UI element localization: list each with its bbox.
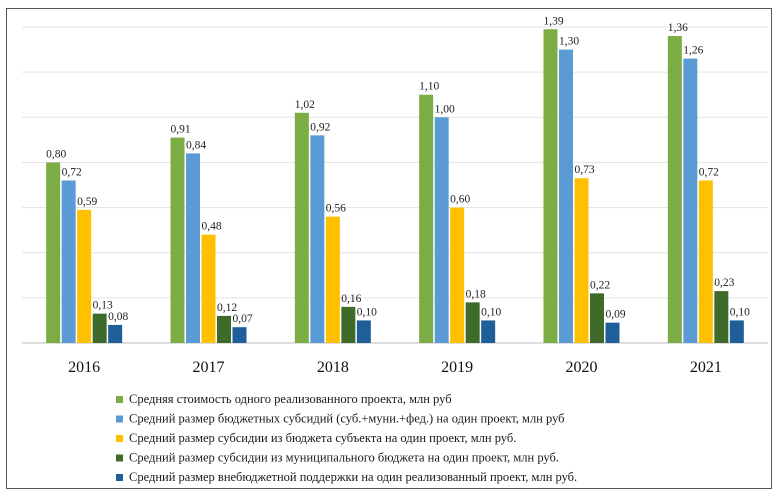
bar-2021-s2: [683, 58, 698, 343]
x-tick-label-2016: 2016: [68, 359, 100, 376]
x-tick-label-2017: 2017: [193, 359, 225, 376]
bar-2021-s5: [729, 320, 744, 343]
data-label-2018-s4: 0,16: [341, 293, 361, 305]
data-label-2020-s3: 0,73: [574, 164, 594, 176]
bar-2016-s4: [92, 313, 107, 343]
data-label-2016-s4: 0,13: [93, 300, 113, 312]
data-label-2018-s1: 1,02: [295, 99, 315, 111]
legend-label-s1: Средняя стоимость одного реализованного …: [129, 392, 452, 406]
bar-2020-s5: [605, 322, 620, 343]
bar-2018-s4: [341, 306, 356, 343]
data-label-2020-s4: 0,22: [590, 279, 610, 291]
bar-2019-s4: [465, 302, 480, 343]
data-label-2020-s1: 1,39: [543, 15, 563, 27]
data-label-2020-s5: 0,09: [605, 309, 625, 321]
bar-2019-s2: [434, 117, 449, 344]
data-label-2021-s2: 1,26: [683, 45, 703, 57]
legend-label-s4: Средний размер субсидии из муниципальног…: [129, 451, 559, 465]
data-label-2018-s2: 0,92: [310, 121, 330, 133]
data-label-2019-s5: 0,10: [481, 306, 501, 318]
data-label-2016-s3: 0,59: [77, 196, 97, 208]
bar-2017-s1: [170, 137, 185, 343]
legend-swatch-s3: [116, 435, 123, 442]
bar-2018-s5: [356, 320, 371, 343]
data-label-2017-s3: 0,48: [201, 221, 221, 233]
bar-2016-s1: [46, 162, 61, 343]
bar-2021-s1: [667, 36, 682, 344]
data-label-2021-s1: 1,36: [668, 22, 688, 34]
x-tick-label-2019: 2019: [441, 359, 473, 376]
bar-2016-s5: [108, 324, 123, 343]
bar-2016-s3: [77, 209, 92, 343]
data-label-2017-s2: 0,84: [186, 139, 206, 151]
bar-2019-s1: [419, 94, 434, 343]
bar-2020-s2: [559, 49, 573, 343]
data-label-2017-s1: 0,91: [170, 124, 190, 136]
legend-label-s2: Средний размер бюджетных субсидий (суб.+…: [129, 412, 565, 426]
bar-2021-s4: [714, 291, 729, 343]
x-tick-label-2018: 2018: [317, 359, 349, 376]
bar-2019-s5: [481, 320, 496, 343]
bar-2020-s4: [590, 293, 604, 343]
data-label-2017-s4: 0,12: [217, 302, 237, 314]
bar-2018-s2: [310, 135, 325, 343]
legend-swatch-s5: [116, 474, 123, 481]
data-label-2021-s4: 0,23: [714, 277, 734, 289]
data-label-2019-s1: 1,10: [419, 81, 439, 93]
legend-label-s3: Средний размер субсидии из бюджета субъе…: [129, 431, 516, 445]
legend-label-s5: Средний размер внебюджетной поддержки на…: [129, 470, 577, 484]
bar-2017-s5: [232, 327, 247, 343]
bar-2018-s1: [294, 112, 309, 344]
legend-swatch-s1: [116, 396, 123, 403]
bar-2017-s2: [186, 153, 200, 343]
legend-swatch-s2: [116, 415, 123, 423]
data-label-2021-s3: 0,72: [699, 166, 719, 178]
data-label-2016-s5: 0,08: [108, 311, 128, 323]
bar-2020-s3: [574, 178, 589, 343]
chart-frame: [6, 8, 772, 489]
legend-swatch-s4: [116, 454, 123, 462]
data-label-2020-s2: 1,30: [559, 36, 579, 48]
data-label-2019-s4: 0,18: [466, 288, 486, 300]
bar-2017-s4: [217, 315, 231, 343]
bar-2016-s2: [61, 180, 76, 343]
bar-2020-s1: [543, 29, 558, 344]
data-label-2017-s5: 0,07: [232, 313, 252, 325]
data-label-2019-s2: 1,00: [435, 103, 455, 115]
data-label-2021-s5: 0,10: [730, 306, 750, 318]
data-label-2018-s3: 0,56: [326, 203, 346, 215]
data-label-2019-s3: 0,60: [450, 194, 470, 206]
bar-2017-s3: [201, 234, 216, 343]
data-label-2016-s2: 0,72: [62, 166, 82, 178]
bar-2019-s3: [450, 207, 465, 343]
x-tick-label-2021: 2021: [690, 359, 722, 376]
data-label-2016-s1: 0,80: [46, 148, 66, 160]
bar-2018-s3: [325, 216, 340, 343]
x-tick-label-2020: 2020: [566, 359, 598, 376]
bar-2021-s3: [698, 180, 713, 343]
data-label-2018-s5: 0,10: [357, 306, 377, 318]
